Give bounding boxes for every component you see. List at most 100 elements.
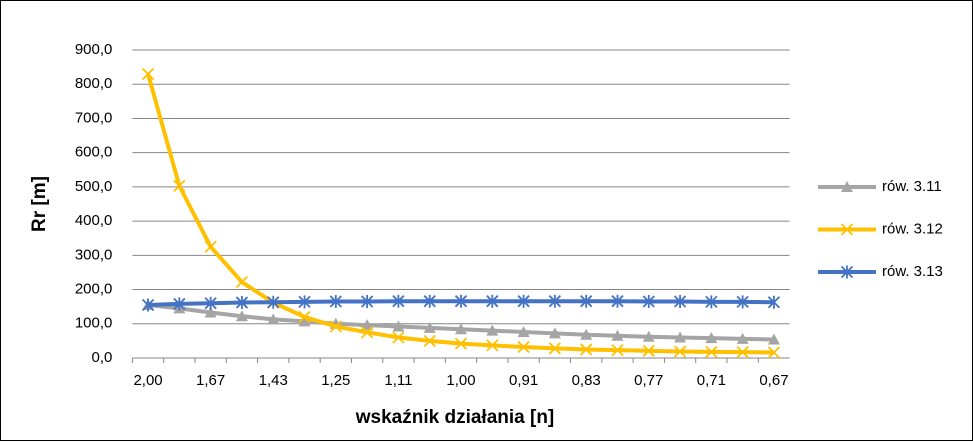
marker xyxy=(454,337,468,350)
x-tick-label: 0,67 xyxy=(759,372,788,389)
marker xyxy=(141,67,155,81)
marker-shape xyxy=(298,315,311,327)
marker xyxy=(360,295,374,309)
marker-shape xyxy=(736,295,749,309)
marker xyxy=(486,294,499,308)
marker-shape xyxy=(486,294,499,308)
marker-shape xyxy=(454,294,468,308)
marker-shape xyxy=(173,297,186,311)
marker-shape xyxy=(141,67,155,81)
x-tick-label: 2,00 xyxy=(133,372,162,389)
marker-shape xyxy=(360,295,374,309)
y-tick-label: 800,0 xyxy=(75,75,113,92)
marker xyxy=(674,331,687,343)
marker xyxy=(642,344,655,357)
marker-shape xyxy=(486,324,499,336)
x-tick-label: 0,71 xyxy=(697,372,726,389)
marker xyxy=(517,294,530,308)
marker xyxy=(841,181,853,192)
legend-label: rów. 3.12 xyxy=(882,220,943,237)
marker xyxy=(611,294,624,308)
marker-shape xyxy=(486,339,499,352)
marker xyxy=(486,339,499,352)
marker xyxy=(235,310,248,322)
marker-shape xyxy=(329,320,342,333)
marker-shape xyxy=(673,295,687,309)
marker-shape xyxy=(455,323,467,335)
marker xyxy=(767,333,780,345)
marker-shape xyxy=(580,328,593,340)
marker-shape xyxy=(517,340,530,354)
marker-shape xyxy=(361,319,374,331)
marker-shape xyxy=(298,295,311,309)
marker xyxy=(392,294,405,308)
x-tick-label: 1,25 xyxy=(321,372,350,389)
marker-shape xyxy=(423,321,436,333)
marker xyxy=(204,306,217,318)
marker xyxy=(361,319,374,331)
marker xyxy=(423,294,436,308)
marker xyxy=(173,297,186,311)
x-tick-label: 1,67 xyxy=(196,372,225,389)
marker-shape xyxy=(204,240,217,253)
x-tick-label: 1,43 xyxy=(259,372,288,389)
marker-shape xyxy=(329,295,342,309)
marker-shape xyxy=(736,332,749,344)
y-tick-label: 500,0 xyxy=(75,178,113,195)
marker-shape xyxy=(392,294,405,308)
x-tick-label: 0,77 xyxy=(634,372,663,389)
marker xyxy=(329,320,342,333)
marker-shape xyxy=(173,179,186,192)
marker-shape xyxy=(423,294,436,308)
marker xyxy=(580,343,593,356)
marker-shape xyxy=(767,333,780,345)
marker xyxy=(767,346,781,359)
y-tick-label: 600,0 xyxy=(75,144,113,161)
marker xyxy=(486,324,499,336)
marker xyxy=(235,275,249,289)
marker-shape xyxy=(392,320,405,332)
marker-shape xyxy=(705,332,718,344)
marker xyxy=(736,332,749,344)
marker-shape xyxy=(611,294,624,308)
marker xyxy=(705,295,718,309)
marker-shape xyxy=(141,298,155,312)
x-tick-label: 1,11 xyxy=(384,372,412,389)
marker-shape xyxy=(840,223,854,236)
marker-shape xyxy=(267,313,280,325)
marker xyxy=(673,345,687,358)
x-tick-label: 0,91 xyxy=(509,372,538,389)
marker-shape xyxy=(642,344,655,357)
marker-shape xyxy=(705,345,718,358)
marker-shape xyxy=(267,295,280,309)
marker-shape xyxy=(204,296,217,310)
marker-shape xyxy=(642,295,655,309)
marker xyxy=(141,298,155,312)
x-tick-label: 1,00 xyxy=(446,372,475,389)
y-tick-label: 300,0 xyxy=(75,246,113,263)
y-axis-label: Rr [m] xyxy=(29,176,50,232)
marker-shape xyxy=(841,181,853,192)
marker-shape xyxy=(767,295,781,309)
marker xyxy=(611,343,624,357)
marker-shape xyxy=(674,331,687,343)
x-tick-label: 0,83 xyxy=(572,372,601,389)
marker-shape xyxy=(517,294,530,308)
marker-shape xyxy=(580,343,593,356)
marker xyxy=(423,321,436,333)
marker-shape xyxy=(204,306,217,318)
marker xyxy=(298,310,311,324)
marker xyxy=(840,265,854,279)
marker-shape xyxy=(235,310,248,322)
marker xyxy=(392,331,405,344)
marker xyxy=(267,295,280,309)
marker-shape xyxy=(298,310,311,324)
marker xyxy=(267,313,280,325)
marker-shape xyxy=(235,275,249,289)
marker xyxy=(298,315,311,327)
marker-shape xyxy=(454,337,468,350)
marker xyxy=(548,294,562,308)
marker-shape xyxy=(235,296,249,310)
marker xyxy=(705,345,718,358)
